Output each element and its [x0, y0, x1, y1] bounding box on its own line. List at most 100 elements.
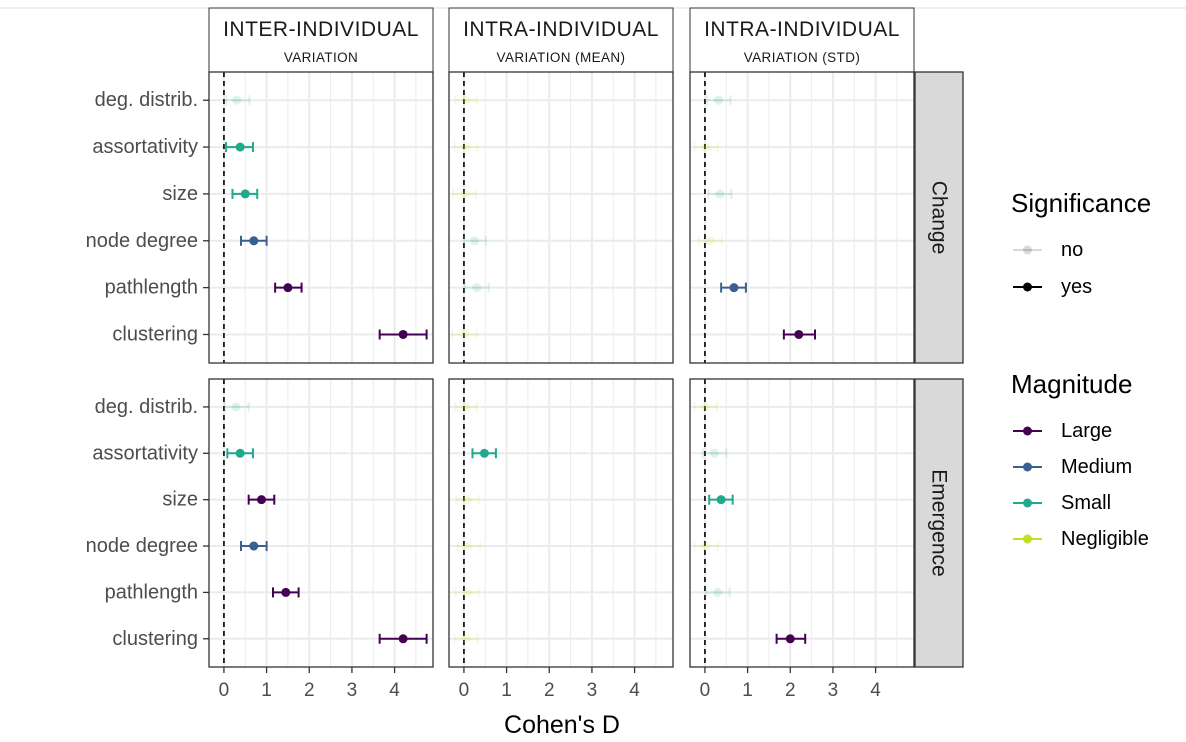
effect-point [232, 95, 242, 105]
effect-point [461, 402, 471, 412]
y-tick-label: node degree [86, 535, 198, 557]
row-strip-1 [914, 378, 964, 668]
effect-point [716, 495, 726, 505]
y-tick-label: clustering [112, 323, 198, 345]
y-tick-label: pathlength [105, 277, 198, 299]
effect-point [701, 541, 711, 551]
y-tick-label: deg. distrib. [95, 89, 198, 111]
effect-point [231, 402, 241, 412]
effect-point [461, 634, 471, 644]
effect-point [462, 495, 472, 505]
x-tick-label: 2 [544, 680, 555, 701]
x-tick-label: 4 [389, 680, 400, 701]
panel-background [449, 72, 673, 363]
panel-border [689, 378, 915, 668]
effect-point [794, 329, 804, 339]
legend-magnitude-item: Medium [1061, 456, 1132, 478]
effect-point [705, 236, 715, 246]
panel-background [690, 72, 914, 363]
y-tick-label: pathlength [105, 581, 198, 603]
effect-point [462, 587, 472, 597]
y-tick-label: clustering [112, 628, 198, 650]
x-tick-label: 4 [870, 680, 881, 701]
effect-point [785, 634, 795, 644]
legend-key-point [1023, 498, 1032, 508]
effect-point [709, 448, 719, 458]
row-strip-0 [914, 71, 964, 364]
row-strip-label: Emergence [928, 469, 951, 576]
effect-point [470, 236, 480, 246]
legend-magnitude-item: Large [1061, 420, 1112, 442]
legend-key-point [1023, 282, 1032, 292]
effect-point [249, 236, 259, 246]
column-strip-subtitle: VARIATION (MEAN) [497, 50, 626, 65]
effect-point [256, 495, 266, 505]
legend-key-point [1023, 245, 1032, 255]
effect-point [729, 283, 739, 293]
x-tick-label: 2 [304, 680, 315, 701]
panel-border [208, 378, 434, 668]
x-tick-label: 3 [347, 680, 358, 701]
effect-point [715, 189, 725, 199]
legend-key-point [1023, 462, 1032, 472]
panel-border [208, 71, 434, 364]
x-tick-label: 1 [261, 680, 272, 701]
x-tick-label: 2 [785, 680, 796, 701]
y-tick-label: node degree [86, 230, 198, 252]
effect-point [398, 634, 408, 644]
legend-significance-title: Significance [1011, 188, 1151, 218]
y-tick-label: size [162, 183, 198, 205]
column-strip-title: INTRA-INDIVIDUAL [463, 18, 659, 41]
legend-significance-item: no [1061, 239, 1083, 261]
effect-point [281, 587, 291, 597]
effect-point [461, 95, 471, 105]
legend-magnitude-item: Small [1061, 492, 1111, 514]
x-tick-label: 3 [587, 680, 598, 701]
x-tick-label: 4 [629, 680, 640, 701]
panel-border [689, 71, 915, 364]
effect-point [398, 329, 408, 339]
x-tick-label: 1 [742, 680, 753, 701]
column-strip-1 [448, 7, 674, 73]
legend-key-point [1023, 426, 1032, 436]
x-tick-label: 0 [219, 680, 230, 701]
y-tick-label: assortativity [92, 442, 198, 464]
effect-point [460, 189, 470, 199]
legend-significance-item: yes [1061, 276, 1092, 298]
legend-magnitude-item: Negligible [1061, 528, 1149, 550]
effect-point [479, 448, 489, 458]
y-tick-label: assortativity [92, 136, 198, 158]
effect-point [701, 402, 711, 412]
effect-point [714, 95, 724, 105]
effect-point [249, 541, 259, 551]
effect-point [472, 283, 482, 293]
effect-point [461, 142, 471, 152]
x-axis-title: Cohen's D [504, 711, 620, 739]
y-tick-label: deg. distrib. [95, 396, 198, 418]
effect-point [713, 587, 723, 597]
panel-background [449, 379, 673, 667]
x-tick-label: 0 [459, 680, 470, 701]
effect-point [283, 283, 293, 293]
effect-point [701, 142, 711, 152]
y-tick-label: size [162, 489, 198, 511]
effect-point [240, 189, 250, 199]
x-tick-label: 0 [700, 680, 711, 701]
panel-border [448, 71, 674, 364]
column-strip-subtitle: VARIATION (STD) [744, 50, 861, 65]
panel-background [209, 72, 433, 363]
legend-magnitude-title: Magnitude [1011, 369, 1132, 399]
effect-point [463, 541, 473, 551]
effect-point [235, 448, 245, 458]
effect-point [460, 329, 470, 339]
x-tick-label: 1 [501, 680, 512, 701]
legend-key-point [1023, 534, 1032, 544]
x-tick-label: 3 [828, 680, 839, 701]
effect-point [235, 142, 245, 152]
row-strip-label: Change [928, 181, 951, 255]
column-strip-title: INTRA-INDIVIDUAL [704, 18, 900, 41]
column-strip-subtitle: VARIATION [284, 50, 358, 65]
column-strip-title: INTER-INDIVIDUAL [223, 18, 419, 41]
panel-border [448, 378, 674, 668]
